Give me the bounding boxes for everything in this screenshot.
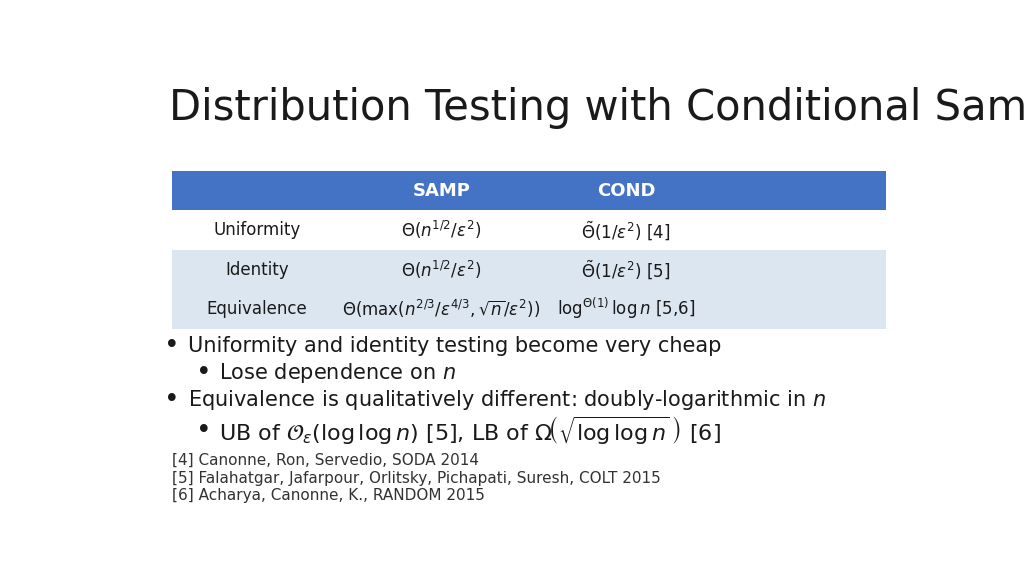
Text: •: • xyxy=(196,418,211,444)
Text: Equivalence is qualitatively different: doubly-logarithmic in $n$: Equivalence is qualitatively different: … xyxy=(187,388,825,411)
Text: Uniformity: Uniformity xyxy=(213,221,301,239)
Text: Lose dependence on $n$: Lose dependence on $n$ xyxy=(219,361,456,385)
Text: [5] Falahatgar, Jafarpour, Orlitsky, Pichapati, Suresh, COLT 2015: [5] Falahatgar, Jafarpour, Orlitsky, Pic… xyxy=(172,471,660,486)
Bar xyxy=(172,289,342,328)
Bar xyxy=(712,250,886,289)
Bar xyxy=(342,210,541,250)
Text: Uniformity and identity testing become very cheap: Uniformity and identity testing become v… xyxy=(187,336,721,357)
Bar xyxy=(342,289,541,328)
Text: $\Theta(\max(n^{2/3}/\varepsilon^{4/3},\sqrt{n}/\varepsilon^2))$: $\Theta(\max(n^{2/3}/\varepsilon^{4/3},\… xyxy=(342,298,541,320)
Text: •: • xyxy=(164,334,179,359)
Text: •: • xyxy=(164,386,179,412)
Bar xyxy=(712,210,886,250)
Text: [6] Acharya, Canonne, K., RANDOM 2015: [6] Acharya, Canonne, K., RANDOM 2015 xyxy=(172,488,484,503)
Bar xyxy=(172,210,342,250)
Bar xyxy=(172,250,342,289)
Bar xyxy=(541,250,712,289)
Bar xyxy=(541,210,712,250)
Text: Identity: Identity xyxy=(225,260,289,279)
Bar xyxy=(342,171,541,210)
Bar xyxy=(712,289,886,328)
Bar xyxy=(712,171,886,210)
Text: $\tilde{\Theta}(1/\varepsilon^2)$ [4]: $\tilde{\Theta}(1/\varepsilon^2)$ [4] xyxy=(582,219,671,241)
Text: $\log^{\Theta(1)}\log n$ [5,6]: $\log^{\Theta(1)}\log n$ [5,6] xyxy=(557,296,695,321)
Bar xyxy=(541,289,712,328)
Text: $\Theta(n^{1/2}/\varepsilon^2)$: $\Theta(n^{1/2}/\varepsilon^2)$ xyxy=(401,219,481,241)
Text: $\tilde{\Theta}(1/\varepsilon^2)$ [5]: $\tilde{\Theta}(1/\varepsilon^2)$ [5] xyxy=(582,258,671,281)
Text: Equivalence: Equivalence xyxy=(207,300,307,318)
Text: SAMP: SAMP xyxy=(413,182,470,200)
Bar xyxy=(541,171,712,210)
Text: $\Theta(n^{1/2}/\varepsilon^2)$: $\Theta(n^{1/2}/\varepsilon^2)$ xyxy=(401,259,481,281)
Text: COND: COND xyxy=(597,182,655,200)
Text: [4] Canonne, Ron, Servedio, SODA 2014: [4] Canonne, Ron, Servedio, SODA 2014 xyxy=(172,453,478,468)
Bar xyxy=(172,171,342,210)
Bar xyxy=(342,250,541,289)
Text: •: • xyxy=(196,360,211,386)
Text: Distribution Testing with Conditional Samples: Distribution Testing with Conditional Sa… xyxy=(169,87,1024,129)
Text: UB of $\mathcal{O}_\varepsilon(\log\log n)$ [5], LB of $\Omega\!\left(\sqrt{\log: UB of $\mathcal{O}_\varepsilon(\log\log … xyxy=(219,414,721,447)
